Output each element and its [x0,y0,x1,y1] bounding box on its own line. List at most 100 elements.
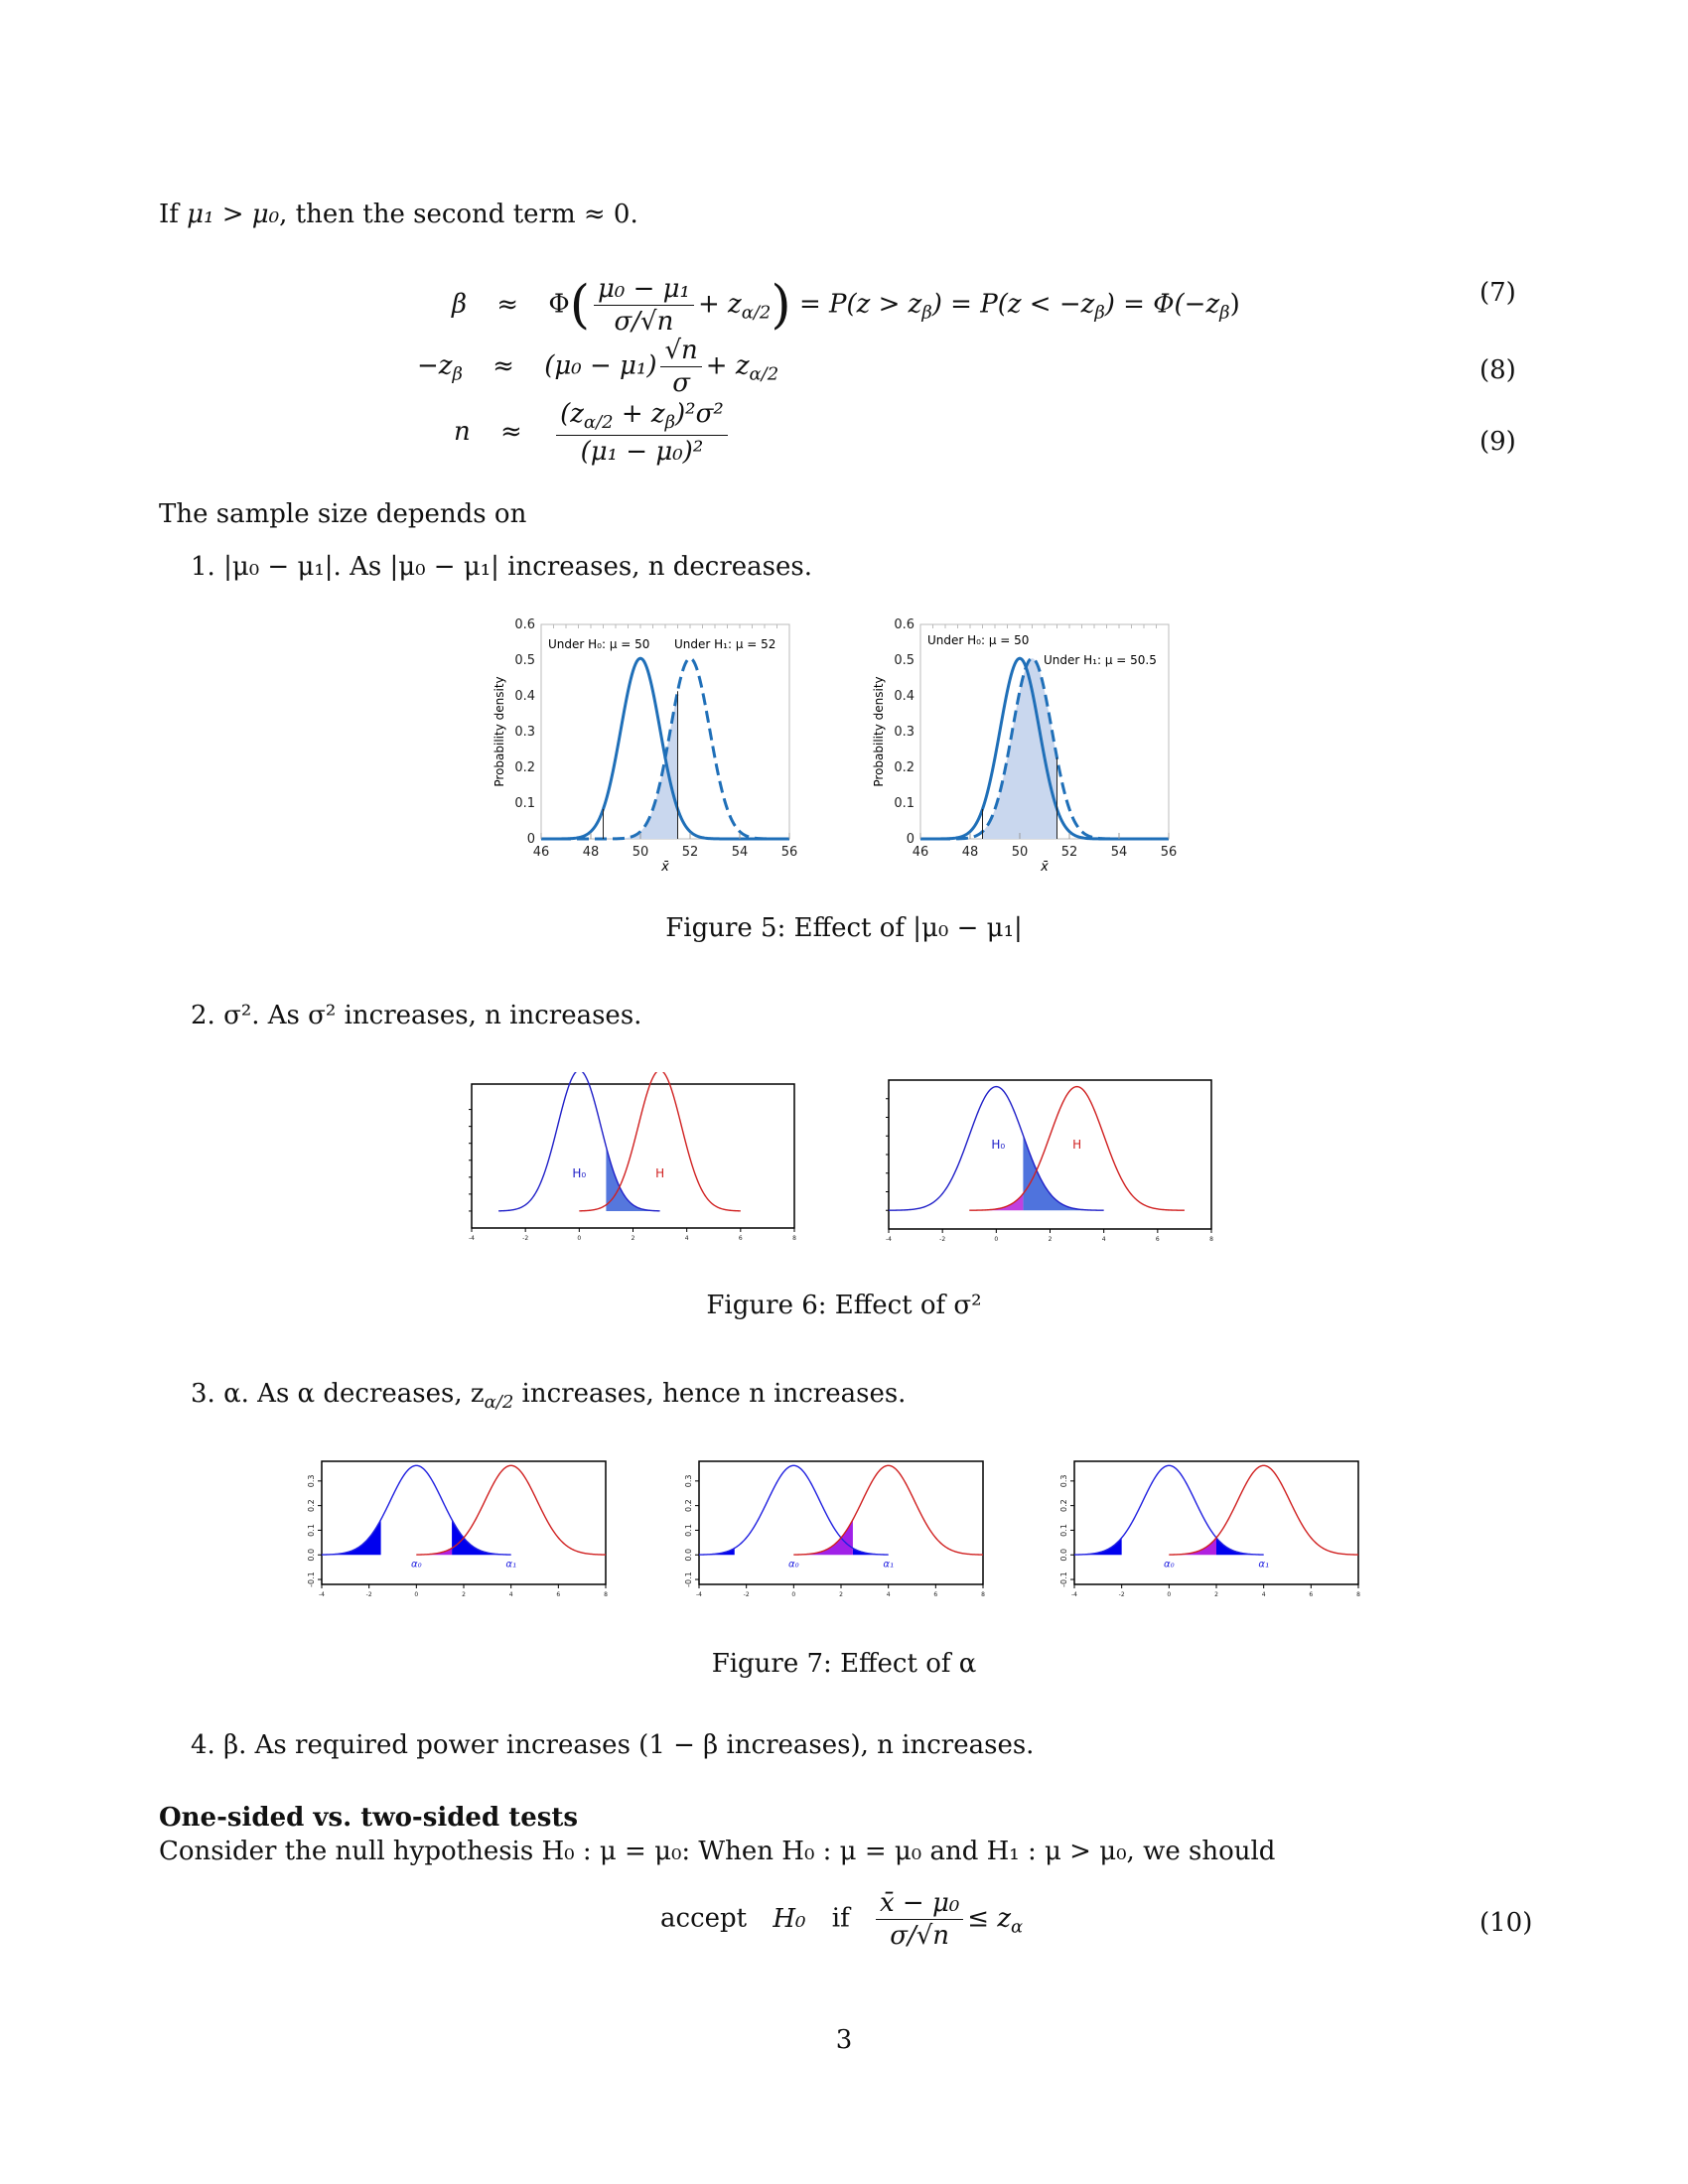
numerator: x̄ − μ₀ [875,1890,964,1920]
y-tick-label: 0.2 [894,760,914,775]
list-item: 2. σ². As σ² increases, n increases. [191,1003,641,1028]
list-text: α. As α decreases, z [223,1379,485,1409]
x-tick-label: 6 [1309,1591,1313,1598]
x-tick-label: 54 [1111,845,1128,860]
shaded-area [603,691,678,839]
y-tick-label: 0.0 [307,1549,316,1562]
list-marker: 2. [191,1001,215,1030]
x-tick-label: -2 [744,1591,750,1598]
eq-term: (μ₀ − μ₁) [544,350,657,381]
section-heading: One-sided vs. two-sided tests [159,1803,579,1833]
x-tick-label: -2 [522,1235,528,1242]
y-tick-label: 0.6 [514,617,535,632]
plot-frame [321,1460,607,1585]
x-tick-label: 50 [1012,845,1029,860]
eq-lhs: β [452,289,468,320]
eq-sub: β [1094,302,1105,324]
intro-math: μ₁ > μ₀ [187,200,280,229]
x-tick-label: 2 [462,1591,466,1598]
shaded-area [416,1548,453,1556]
list-marker: 1. [191,552,215,582]
y-axis-label: Probability density [492,676,506,786]
y-tick-label: 0.3 [684,1474,693,1487]
x-tick-label: -4 [1071,1591,1077,1598]
y-tick-label: 0.2 [1059,1499,1068,1512]
y-tick-label: 0.4 [514,689,535,704]
eq-rest: ) = P(z < −z [931,289,1095,320]
x-tick-label: -2 [939,1236,945,1243]
x-axis-label: x̄ [660,860,669,875]
numerator: μ₀ − μ₁ [593,276,694,306]
series-label-h0: Under H₀: μ = 50 [548,637,649,651]
list-text: |μ₀ − μ₁|. As |μ₀ − μ₁| increases, n dec… [223,552,812,582]
x-tick-label: 6 [739,1235,743,1242]
y-tick-label: 0.2 [514,760,535,775]
sample-size-intro: The sample size depends on [159,499,527,529]
y-tick-label: 0.1 [684,1524,693,1537]
x-tick-label: 50 [633,845,649,860]
chart-fig6a: -4 -2 0 2 4 6 8 H₀ H [469,1072,796,1242]
x-tick-label: 8 [792,1235,796,1242]
y-tick-label: 0 [907,832,914,847]
num-b: + z [613,399,665,429]
series-label-alpha0: α₀ [1164,1560,1175,1570]
num-a: (z [560,399,584,429]
shaded-area [969,1193,1024,1211]
x-tick-label: -2 [366,1591,372,1598]
shaded-area [982,658,1057,839]
eq-lhs: −z [417,350,453,381]
y-tick-label: -0.1 [307,1571,316,1587]
equation-number: (9) [1479,427,1516,457]
shaded-area [606,1147,660,1211]
list-text: β. As required power increases (1 − β in… [223,1730,1035,1760]
eq-phi: Φ [548,289,570,320]
eq-plus: + z [697,289,742,320]
x-tick-label: 6 [1156,1236,1160,1243]
y-axis-label: Probability density [872,676,886,786]
eq-lhs: n [454,417,471,448]
x-axis-label: x̄ [1040,860,1049,875]
x-tick-label: 4 [1102,1236,1106,1243]
x-tick-label: 0 [414,1591,418,1598]
page-number: 3 [835,2025,853,2055]
list-text: increases, hence n increases. [513,1379,907,1409]
y-tick-label: 0.0 [1059,1549,1068,1562]
density-curve-h0 [498,1072,660,1212]
x-tick-label: 2 [1214,1591,1218,1598]
x-tick-label: -4 [319,1591,325,1598]
numerator: (zα/2 + zβ)²σ² [556,399,728,437]
equation-number: (8) [1479,355,1516,385]
x-tick-label: 4 [1262,1591,1266,1598]
eq-sub: α/2 [583,412,614,434]
x-tick-label: 6 [933,1591,937,1598]
figure-6-caption: Figure 6: Effect of σ² [706,1291,982,1320]
y-tick-label: 0.4 [894,689,914,704]
x-tick-label: 52 [682,845,699,860]
x-tick-label: 56 [781,845,798,860]
series-label-h: H [655,1166,664,1180]
y-tick-label: 0.3 [307,1474,316,1487]
density-curve-h1 [541,656,790,841]
y-tick-label: 0.1 [514,796,535,811]
x-tick-label: 52 [1061,845,1078,860]
list-item: 1. |μ₀ − μ₁|. As |μ₀ − μ₁| increases, n … [191,554,812,580]
series-label-h0: H₀ [572,1166,586,1180]
eq-rel: ≈ [500,417,522,448]
y-tick-label: 0.2 [307,1499,316,1512]
equation-7: β ≈ Φ(μ₀ − μ₁ σ/√n + zα/2) = P(z > zβ) = P… [452,274,1240,337]
y-tick-label: 0.0 [684,1549,693,1562]
equation-9: n ≈ (zα/2 + zβ)²σ² (μ₁ − μ₀)² [454,401,732,465]
y-tick-label: 0.3 [1059,1474,1068,1487]
x-tick-label: -4 [886,1236,892,1243]
x-tick-label: -2 [1119,1591,1125,1598]
y-tick-label: 0.5 [514,653,535,668]
x-tick-label: 4 [887,1591,891,1598]
density-curve-h1 [793,1464,984,1556]
x-tick-label: 0 [791,1591,795,1598]
eq-rel: ≈ [496,289,519,320]
eq-frac: √n σ [660,338,702,396]
series-label-alpha0: α₀ [788,1560,799,1570]
y-tick-label: 0.3 [894,725,914,740]
chart-fig7b: -4 -2 0 2 4 6 8 -0.1 0.0 0.1 0.2 0.3 α₀ α₁ [684,1460,985,1598]
x-tick-label: 2 [1049,1236,1053,1243]
